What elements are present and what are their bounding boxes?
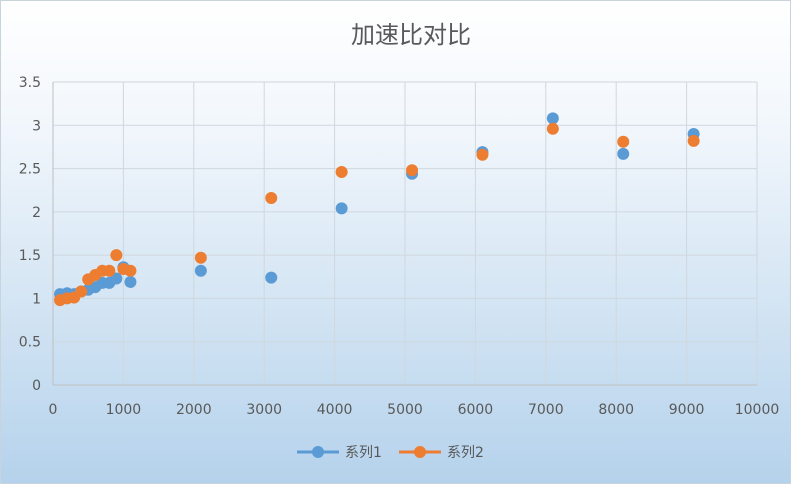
x-tick-label: 9000 [669, 402, 705, 418]
x-tick-label: 7000 [528, 402, 564, 418]
data-point [194, 264, 207, 277]
data-point [617, 135, 630, 148]
y-tick-label: 0 [32, 378, 41, 394]
tick-labels: 0 0.5 1 1.5 2 2.5 3 3.5 0 1000 2000 3000 4000 5000 600… [19, 75, 780, 418]
x-tick-label: 0 [49, 402, 58, 418]
legend-item-2: 系列2 [399, 445, 484, 461]
data-point [265, 271, 278, 284]
data-point [617, 147, 630, 160]
y-tick-label: 3 [32, 118, 41, 134]
data-point [103, 264, 116, 277]
series-2 [54, 122, 700, 307]
y-tick-label: 2 [32, 205, 41, 221]
data-point [75, 285, 88, 298]
x-tick-label: 4000 [317, 402, 353, 418]
y-tick-label: 1 [32, 291, 41, 307]
x-tick-label: 3000 [246, 402, 282, 418]
data-point [265, 192, 278, 205]
y-tick-label: 1.5 [19, 248, 41, 264]
y-tick-label: 0.5 [19, 335, 41, 351]
data-point [124, 275, 137, 288]
gridlines [53, 81, 758, 385]
x-tick-label: 1000 [106, 402, 142, 418]
legend-label: 系列2 [447, 445, 484, 461]
x-tick-label: 8000 [598, 402, 634, 418]
x-tick-label: 6000 [458, 402, 494, 418]
chart-title: 加速比对比 [351, 21, 471, 49]
legend-item-1: 系列1 [297, 445, 382, 461]
data-point [124, 264, 137, 277]
data-point [335, 166, 348, 179]
data-point [194, 251, 207, 264]
y-tick-label: 2.5 [19, 162, 41, 178]
data-points [54, 112, 700, 307]
data-point [546, 112, 559, 125]
series-1 [54, 112, 700, 301]
legend: 系列1 系列2 [297, 445, 484, 461]
x-tick-label: 5000 [387, 402, 423, 418]
legend-label: 系列1 [345, 445, 382, 461]
x-tick-label: 10000 [735, 402, 780, 418]
data-point [546, 122, 559, 135]
y-tick-label: 3.5 [19, 75, 41, 91]
data-point [110, 249, 123, 262]
data-point [687, 134, 700, 147]
data-point [476, 148, 489, 161]
axes [52, 82, 757, 386]
data-point [335, 202, 348, 215]
x-tick-label: 2000 [176, 402, 212, 418]
data-point [406, 164, 419, 177]
data-point [110, 272, 123, 285]
legend-marker [414, 446, 426, 458]
legend-marker [312, 446, 324, 458]
